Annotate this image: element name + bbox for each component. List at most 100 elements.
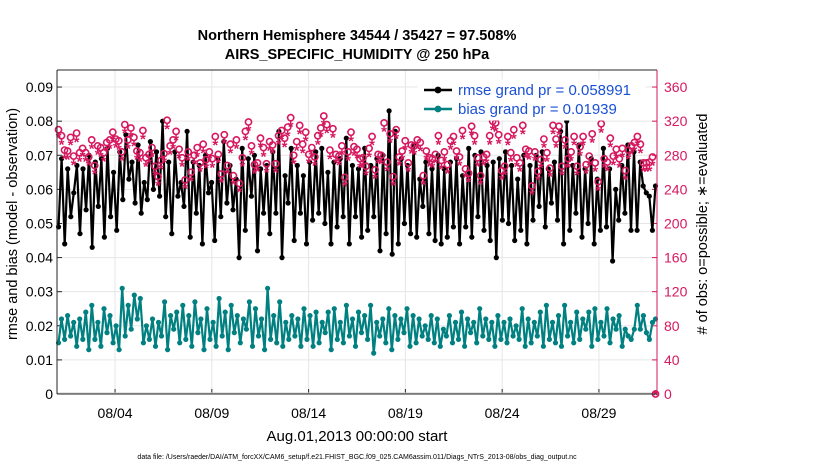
evaluated-obs-point: *	[460, 131, 466, 148]
bias-point	[286, 336, 292, 342]
chart-title-line2: AIRS_SPECIFIC_HUMIDITY @ 250 hPa	[225, 47, 490, 63]
possible-obs-point	[238, 153, 247, 162]
rmse-point	[561, 241, 567, 247]
rmse-point	[466, 145, 472, 151]
evaluated-obs-point: *	[179, 159, 185, 176]
evaluated-obs-point: *	[526, 152, 532, 169]
evaluated-obs-point: *	[372, 170, 378, 187]
bias-point	[210, 319, 216, 325]
possible-obs-point	[129, 133, 138, 142]
possible-obs-point	[558, 162, 566, 171]
possible-obs-point	[196, 158, 205, 167]
evaluated-obs-point: *	[478, 176, 484, 193]
possible-obs-point	[154, 172, 162, 181]
bias-point	[122, 333, 128, 339]
bias-point	[374, 319, 380, 325]
left-tick-label: 0.05	[26, 215, 53, 231]
possible-obs-point	[301, 128, 310, 137]
evaluated-obs-point: *	[89, 141, 95, 158]
evaluated-obs-point: *	[336, 157, 342, 174]
possible-obs-point	[347, 128, 355, 137]
bias-point	[428, 313, 434, 319]
bias-point	[571, 340, 577, 346]
evaluated-obs-point: *	[448, 141, 454, 158]
evaluated-obs-point: *	[95, 147, 101, 164]
possible-obs-point	[449, 132, 458, 141]
possible-obs-point	[573, 162, 581, 171]
possible-obs-point	[235, 179, 244, 188]
possible-obs-point	[307, 143, 316, 152]
rmse-point	[150, 186, 156, 192]
series-3: ****************************************…	[56, 117, 659, 404]
evaluated-obs-point: *	[541, 140, 547, 157]
evaluated-obs-point: *	[161, 154, 167, 171]
rmse-point	[291, 237, 297, 244]
evaluated-obs-point: *	[426, 159, 432, 176]
bias-point	[180, 302, 186, 308]
rmse-point	[135, 142, 141, 148]
evaluated-obs-point: *	[595, 182, 601, 199]
bias-point	[58, 316, 65, 322]
rmse-point	[199, 241, 205, 247]
possible-obs-point	[120, 120, 129, 129]
possible-obs-point	[325, 146, 334, 154]
rmse-point	[230, 207, 236, 213]
bias-point	[565, 333, 571, 339]
possible-obs-point	[328, 124, 337, 133]
bias-point	[543, 302, 550, 308]
possible-obs-point	[57, 131, 66, 140]
rmse-point	[401, 220, 407, 227]
bias-point	[234, 313, 240, 319]
evaluated-obs-point: *	[647, 163, 653, 180]
evaluated-obs-point: *	[619, 149, 625, 166]
rmse-point	[303, 241, 310, 247]
rmse-point	[62, 241, 68, 247]
evaluated-obs-point: *	[472, 136, 478, 153]
right-tick-label: 200	[664, 215, 688, 231]
possible-obs-point	[151, 162, 159, 171]
bias-point	[425, 336, 431, 342]
bias-point	[549, 319, 556, 325]
possible-obs-point	[437, 156, 446, 165]
rmse-point	[490, 159, 496, 165]
possible-obs-point	[54, 125, 63, 134]
bias-point	[528, 340, 534, 346]
bias-point	[316, 340, 322, 346]
evaluated-obs-point: *	[188, 173, 194, 190]
bias-point	[486, 336, 492, 342]
right-tick-label: 40	[664, 352, 680, 368]
possible-obs-point	[322, 120, 331, 129]
data-file-footer: data file: /Users/raeder/DAI/ATM_forcXX/…	[137, 454, 577, 461]
bias-point	[355, 309, 362, 315]
evaluated-obs-point: *	[294, 142, 300, 159]
evaluated-obs-point: *	[454, 152, 460, 169]
evaluated-obs-point: *	[589, 135, 595, 152]
bias-point	[646, 336, 653, 342]
rmse-point	[104, 145, 111, 151]
rmse-point	[643, 190, 649, 196]
bias-point	[580, 316, 586, 322]
bias-point	[358, 330, 365, 336]
bias-point	[334, 336, 340, 342]
rmse-point	[567, 227, 573, 233]
bias-point	[398, 316, 404, 322]
evaluated-obs-point: *	[429, 159, 435, 176]
bias-point	[404, 306, 410, 312]
series-1	[55, 285, 659, 356]
possible-obs-point	[362, 162, 370, 171]
bias-point	[410, 313, 416, 319]
evaluated-obs-point: *	[496, 136, 502, 153]
evaluated-obs-point: *	[98, 148, 104, 165]
rmse-point	[389, 251, 395, 257]
rmse-point	[270, 149, 276, 155]
evaluated-obs-point: *	[490, 122, 496, 139]
evaluated-obs-point: *	[535, 172, 541, 189]
evaluated-obs-point: *	[327, 151, 333, 168]
rmse-point	[273, 210, 279, 216]
possible-obs-point	[220, 130, 229, 139]
evaluated-obs-point: *	[565, 159, 571, 176]
evaluated-obs-point: *	[523, 150, 529, 167]
rmse-point	[469, 234, 475, 240]
evaluated-obs-point: *	[107, 141, 113, 158]
rmse-point	[408, 231, 414, 237]
